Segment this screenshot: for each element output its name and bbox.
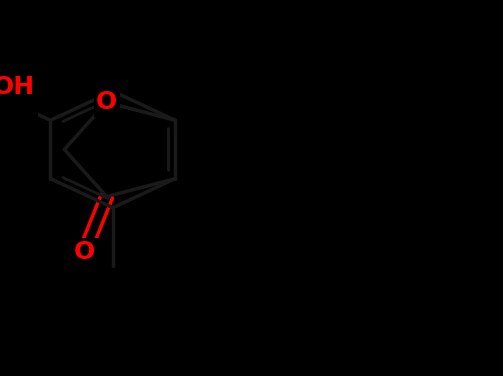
Text: O: O bbox=[74, 240, 95, 264]
Text: O: O bbox=[96, 90, 117, 114]
Text: OH: OH bbox=[0, 76, 35, 99]
